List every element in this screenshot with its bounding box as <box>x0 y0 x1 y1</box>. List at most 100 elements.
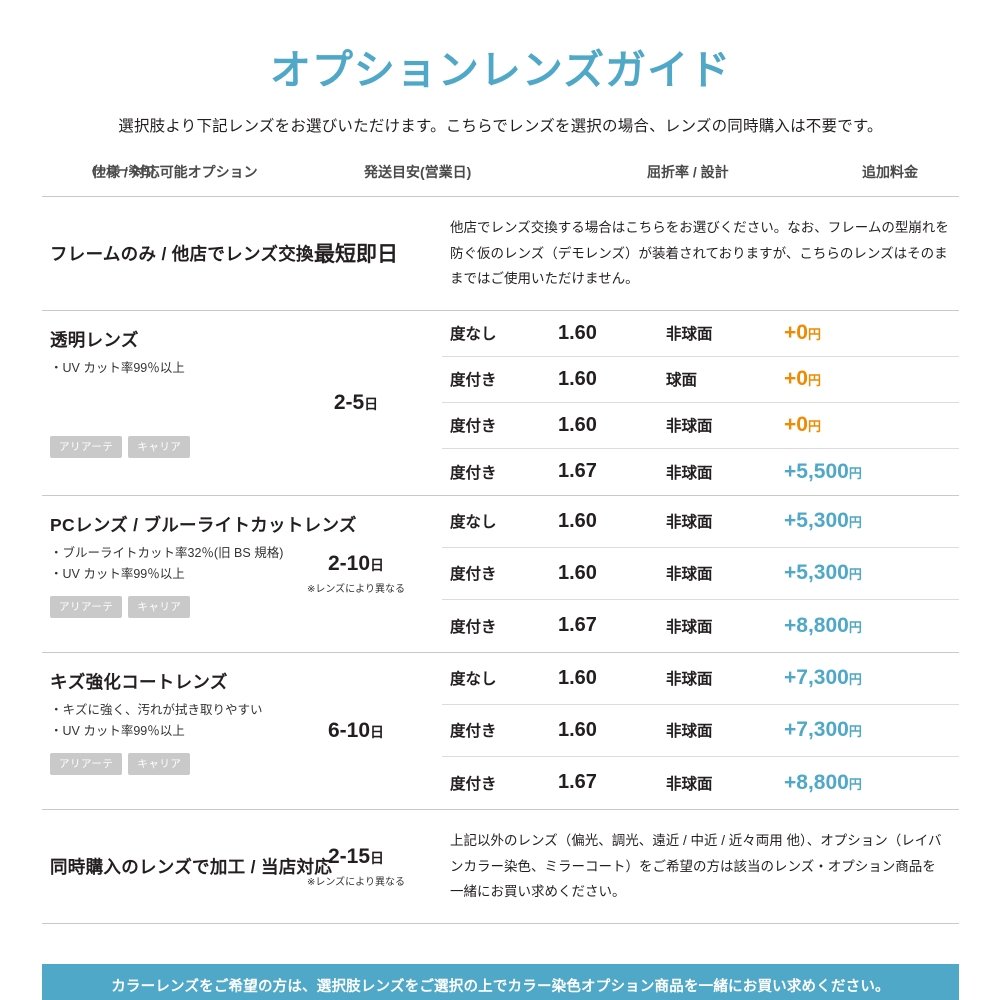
lens-note: ・ブルーライトカット率32％(旧 BS 規格) <box>50 545 284 560</box>
tag-ariate: アリアーテ <box>50 595 123 618</box>
price-value: +7,300円 <box>784 718 862 742</box>
price-value: +0円 <box>784 367 821 391</box>
tag-carrier: キャリア <box>128 752 191 775</box>
lens-name-sub: / ブルーライトカットレンズ <box>127 514 357 535</box>
shipping-note: ※レンズにより異なる <box>307 876 405 888</box>
table-row: フレームのみ / 他店でレンズ交換 最短即日 他店でレンズ交換する場合はこちらを… <box>42 197 959 311</box>
row-spec-cell: 透明レンズ ・UV カット率99％以上 アリアーテ キャリア <box>42 311 270 495</box>
design-label: 非球面 <box>666 418 713 436</box>
lens-note: ・UV カット率99％以上 <box>50 567 185 582</box>
row-price-cell: 度なし 1.60 非球面 +7,300円 度付き 1.60 非球面 +7,300… <box>442 653 959 809</box>
price-subrow: 度なし 1.60 非球面 +0円 <box>442 311 959 357</box>
color-lens-banner: カラーレンズをご希望の方は、選択肢レンズをご選択の上でカラー染色オプション商品を… <box>42 963 959 1000</box>
lens-name: 同時購入のレンズで加工 <box>50 856 246 877</box>
price-subrow: 度付き 1.60 非球面 +7,300円 <box>442 705 959 757</box>
row-shipping-cell: 2-5日 <box>270 311 442 495</box>
table-row: 透明レンズ ・UV カット率99％以上 アリアーテ キャリア 2-5日 度なし … <box>42 311 959 496</box>
tag-ariate: アリアーテ <box>50 752 123 775</box>
design-label: 非球面 <box>666 326 713 344</box>
lens-tags: アリアーテ キャリア <box>50 595 270 618</box>
index-value: 1.60 <box>558 509 597 532</box>
degree-label: 度付き <box>450 464 497 482</box>
index-value: 1.60 <box>558 666 597 689</box>
lens-tags: アリアーテ キャリア <box>50 752 270 775</box>
price-value: +8,800円 <box>784 770 862 794</box>
row-spec-cell: フレームのみ / 他店でレンズ交換 <box>42 197 314 310</box>
index-value: 1.60 <box>558 321 597 344</box>
degree-label: 度付き <box>450 723 497 741</box>
design-label: 非球面 <box>666 723 713 741</box>
price-value: +5,300円 <box>784 509 862 533</box>
design-label: 非球面 <box>666 566 713 584</box>
price-subrow: 度なし 1.60 非球面 +7,300円 <box>442 653 959 705</box>
price-subrow: 度付き 1.60 非球面 +0円 <box>442 403 959 449</box>
index-value: 1.60 <box>558 367 597 390</box>
index-value: 1.67 <box>558 771 597 794</box>
design-label: 非球面 <box>666 464 713 482</box>
page-subtitle: 選択肢より下記レンズをお選びいただけます。こちらでレンズを選択の場合、レンズの同… <box>118 118 883 135</box>
price-value: +0円 <box>784 413 821 437</box>
table-row: キズ強化コートレンズ ・キズに強く、汚れが拭き取りやすい ・UV カット率99％… <box>42 653 959 810</box>
table-row: 同時購入のレンズで加工 / 当店対応 2-15日 ※レンズにより異なる 上記以外… <box>42 810 959 924</box>
degree-label: 度付き <box>450 566 497 584</box>
page-title: オプションレンズガイド <box>269 47 732 93</box>
row-description-cell: 他店でレンズ交換する場合はこちらをお選びください。なお、フレームの型崩れを防ぐ仮… <box>442 197 959 310</box>
degree-label: 度付き <box>450 618 497 636</box>
row-price-cell: 度なし 1.60 非球面 +5,300円 度付き 1.60 非球面 +5,300… <box>442 496 959 652</box>
lens-note: ・UV カット率99％以上 <box>50 360 185 375</box>
row-shipping-cell: 2-15日 ※レンズにより異なる <box>270 810 442 923</box>
design-label: 非球面 <box>666 775 713 793</box>
tag-carrier: キャリア <box>128 595 191 618</box>
tag-ariate: アリアーテ <box>50 436 123 459</box>
price-subrow: 度なし 1.60 非球面 +5,300円 <box>442 496 959 548</box>
row-paragraph: 上記以外のレンズ（偏光、調光、遠近 / 中近 / 近々両用 他）、オプション（レ… <box>450 832 942 900</box>
price-value: +7,300円 <box>784 666 862 690</box>
design-label: 球面 <box>666 372 698 390</box>
row-shipping-cell: 2-10日 ※レンズにより異なる <box>270 496 442 652</box>
lens-options-table: フレームのみ / 他店でレンズ交換 最短即日 他店でレンズ交換する場合はこちらを… <box>42 196 959 924</box>
lens-name-sub: / 他店でレンズ交換 <box>156 243 314 264</box>
design-label: 非球面 <box>666 618 713 636</box>
row-shipping-cell: 最短即日 <box>270 197 442 310</box>
row-paragraph: 他店でレンズ交換する場合はこちらをお選びください。なお、フレームの型崩れを防ぐ仮… <box>450 220 949 287</box>
column-header-price: 追加料金 <box>862 164 918 180</box>
row-spec-cell: PCレンズ / ブルーライトカットレンズ ・ブルーライトカット率32％(旧 BS… <box>42 496 356 652</box>
shipping-value: 2-15日 <box>327 844 384 868</box>
column-header-shipping: 発送目安(営業日) <box>364 164 472 180</box>
degree-label: 度なし <box>450 671 497 689</box>
row-description-cell: 上記以外のレンズ（偏光、調光、遠近 / 中近 / 近々両用 他）、オプション（レ… <box>442 810 959 923</box>
column-headers: 仕様 / 対応可能オプション (カラー染色) 発送目安(営業日) 屈折率 / 設計… <box>92 164 918 180</box>
row-spec-cell: キズ強化コートレンズ ・キズに強く、汚れが拭き取りやすい ・UV カット率99％… <box>42 653 270 809</box>
price-subrow: 度付き 1.67 非球面 +8,800円 <box>442 600 959 652</box>
lens-name-sub: / 当店対応 <box>245 856 333 877</box>
price-value: +5,300円 <box>784 561 862 585</box>
index-value: 1.67 <box>558 614 597 637</box>
price-subrow: 度付き 1.67 非球面 +5,500円 <box>442 449 959 495</box>
degree-label: 度付き <box>450 372 497 390</box>
lens-name: PCレンズ <box>50 514 128 535</box>
shipping-value: 2-10日 <box>327 552 384 576</box>
lens-note: ・UV カット率99％以上 <box>50 724 185 739</box>
row-spec-cell: 同時購入のレンズで加工 / 当店対応 <box>42 810 332 923</box>
index-value: 1.60 <box>558 718 597 741</box>
degree-label: 度なし <box>450 514 497 532</box>
lens-note: ・キズに強く、汚れが拭き取りやすい <box>50 702 263 717</box>
degree-label: 度なし <box>450 326 497 344</box>
shipping-value: 2-5日 <box>333 390 379 414</box>
table-row: PCレンズ / ブルーライトカットレンズ ・ブルーライトカット率32％(旧 BS… <box>42 496 959 653</box>
price-value: +0円 <box>784 321 821 345</box>
price-subrow: 度付き 1.67 非球面 +8,800円 <box>442 757 959 809</box>
price-subrow: 度付き 1.60 非球面 +5,300円 <box>442 548 959 600</box>
shipping-value: 6-10日 <box>327 718 385 742</box>
index-value: 1.67 <box>558 460 597 483</box>
column-header-index: 屈折率 / 設計 <box>647 164 729 180</box>
price-value: +8,800円 <box>784 613 862 637</box>
degree-label: 度付き <box>450 775 497 793</box>
lens-name: キズ強化コートレンズ <box>50 671 228 692</box>
tag-carrier: キャリア <box>128 436 191 459</box>
lens-name: フレームのみ <box>50 243 157 264</box>
index-value: 1.60 <box>558 413 597 436</box>
index-value: 1.60 <box>558 561 597 584</box>
degree-label: 度付き <box>450 418 497 436</box>
price-subrow: 度付き 1.60 球面 +0円 <box>442 357 959 403</box>
